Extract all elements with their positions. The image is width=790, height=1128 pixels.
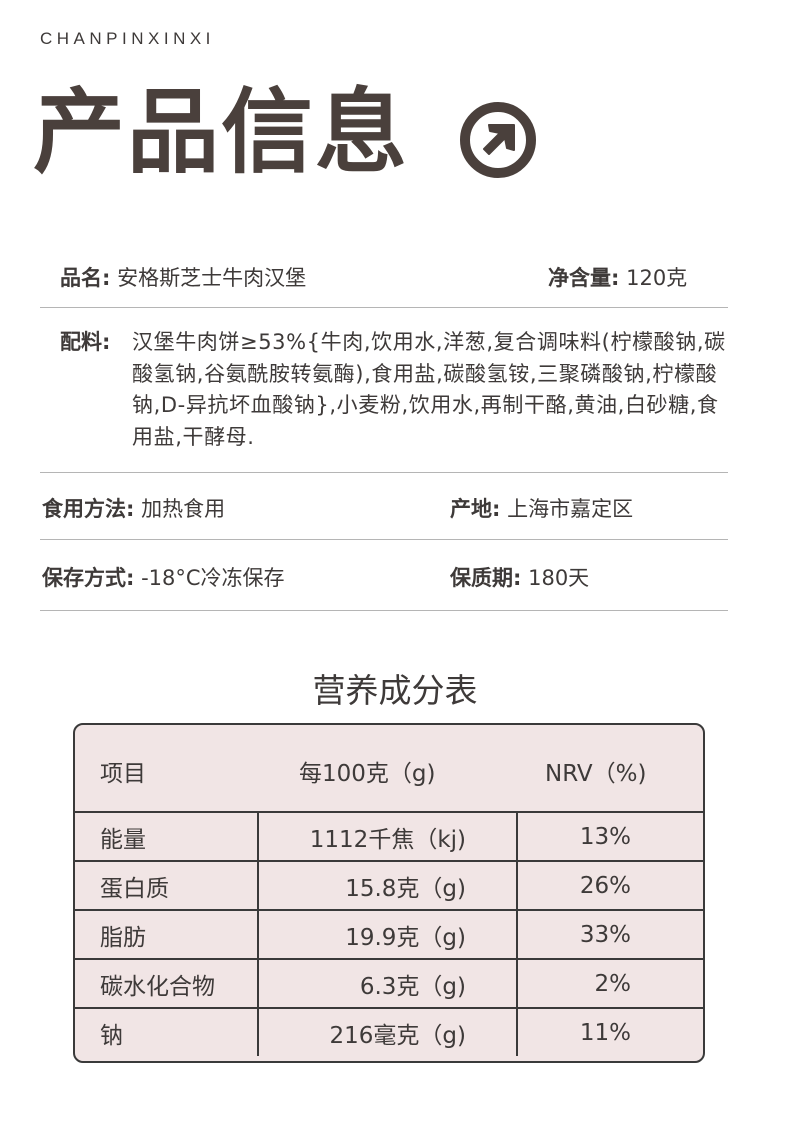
divider [40, 610, 728, 611]
nrv-value: 11% [516, 1007, 703, 1056]
header-item: 项目 [100, 761, 146, 787]
nrv-value: 33% [516, 909, 703, 960]
origin-label: 产地: [450, 497, 501, 521]
eyebrow-text: CHANPINXINXI [40, 29, 215, 48]
net-content: 净含量: 120克 [548, 262, 687, 292]
origin-value: 上海市嘉定区 [507, 497, 634, 521]
shelf-value: 180天 [528, 566, 590, 590]
net-value: 120克 [626, 266, 688, 290]
name-value: 安格斯芝士牛肉汉堡 [117, 266, 307, 290]
usage: 食用方法: 加热食用 [42, 493, 225, 523]
nrv-value: 2% [516, 958, 703, 1009]
nutrient-name: 脂肪 [75, 909, 259, 960]
divider [40, 307, 728, 308]
nutrient-name: 碳水化合物 [75, 958, 259, 1009]
arrow-up-right-circle-icon [460, 102, 536, 178]
table-row: 蛋白质 15.8克（g) 26% [75, 860, 703, 911]
product-name: 品名: 安格斯芝士牛肉汉堡 [60, 262, 306, 292]
nutrient-name: 蛋白质 [75, 860, 259, 911]
per100g-value: 6.3克（g) [257, 958, 518, 1009]
storage-value: -18°C冷冻保存 [141, 566, 285, 590]
origin: 产地: 上海市嘉定区 [450, 493, 633, 523]
ingredients-value: 汉堡牛肉饼≥53%{牛肉,饮用水,洋葱,复合调味料(柠檬酸钠,碳酸氢钠,谷氨酰胺… [132, 330, 726, 449]
usage-value: 加热食用 [141, 497, 226, 521]
shelf-life: 保质期: 180天 [450, 562, 589, 592]
table-row: 钠 216毫克（g) 11% [75, 1007, 703, 1056]
table-header: 项目 每100克（g) NRV（%) [75, 725, 703, 813]
header-nrv: NRV（%) [545, 761, 647, 787]
storage-label: 保存方式: [42, 566, 135, 590]
nrv-value: 26% [516, 860, 703, 911]
nutrition-rows: 能量 1112千焦（kj) 13% 蛋白质 15.8克（g) 26% 脂肪 19.9克（g) 3… [75, 813, 703, 1056]
table-row: 能量 1112千焦（kj) 13% [75, 813, 703, 862]
table-row: 脂肪 19.9克（g) 33% [75, 909, 703, 960]
table-row: 碳水化合物 6.3克（g) 2% [75, 958, 703, 1009]
nutrition-title: 营养成分表 [312, 671, 478, 710]
header-per100g: 每100克（g) [299, 761, 436, 787]
per100g-value: 19.9克（g) [257, 909, 518, 960]
per100g-value: 1112千焦（kj) [257, 813, 518, 862]
per100g-value: 15.8克（g) [257, 860, 518, 911]
nutrient-name: 能量 [75, 813, 259, 862]
divider [40, 539, 728, 540]
nutrient-name: 钠 [75, 1007, 259, 1056]
page-title: 产品信息 [33, 79, 410, 186]
divider [40, 472, 728, 473]
nutrition-table: 项目 每100克（g) NRV（%) 能量 1112千焦（kj) 13% 蛋白质 15.… [73, 723, 705, 1063]
name-label: 品名: [60, 266, 111, 290]
usage-label: 食用方法: [42, 497, 135, 521]
ingredients-label: 配料: [60, 330, 111, 354]
nrv-value: 13% [516, 813, 703, 862]
storage: 保存方式: -18°C冷冻保存 [42, 562, 285, 592]
shelf-label: 保质期: [450, 566, 522, 590]
net-label: 净含量: [548, 266, 620, 290]
ingredients: 配料: 汉堡牛肉饼≥53%{牛肉,饮用水,洋葱,复合调味料(柠檬酸钠,碳酸氢钠,谷… [60, 327, 732, 453]
per100g-value: 216毫克（g) [257, 1007, 518, 1056]
